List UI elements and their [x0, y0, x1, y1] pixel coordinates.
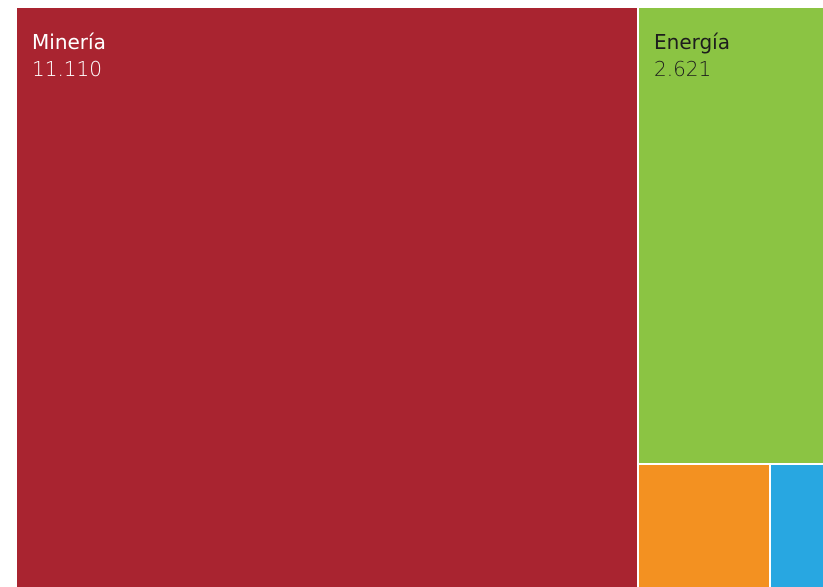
tile-energia-value: 2.621 — [654, 57, 712, 81]
tile-blue[interactable] — [771, 465, 823, 587]
tile-mineria-value: 11.110 — [32, 57, 102, 81]
tile-energia[interactable]: Energía 2.621 — [639, 8, 823, 463]
tile-mineria-label: Minería — [32, 30, 106, 54]
tile-energia-label: Energía — [654, 30, 730, 54]
tile-orange[interactable] — [639, 465, 769, 587]
tile-mineria[interactable]: Minería 11.110 — [17, 8, 637, 587]
